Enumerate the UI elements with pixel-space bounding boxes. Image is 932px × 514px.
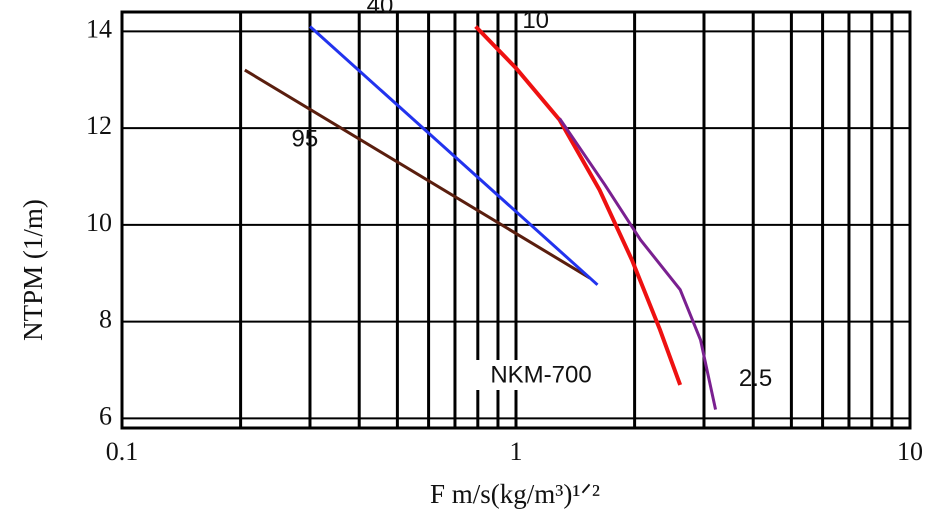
y-tick-label: 6 <box>99 401 112 430</box>
series-line <box>474 25 683 386</box>
x-axis-label: F m/s(kg/m³)¹ᐟ² <box>430 479 600 509</box>
y-tick-label: 14 <box>86 14 112 43</box>
series-label: 40 <box>367 0 394 19</box>
annotation-bg <box>474 360 608 390</box>
series-line <box>558 117 718 410</box>
series-label: 95 <box>291 125 318 152</box>
annotation: NKM-700 <box>490 361 591 388</box>
x-tick-label: 1 <box>510 437 523 466</box>
series-label: 2.5 <box>739 365 772 392</box>
x-tick-label: 0.1 <box>106 437 139 466</box>
plot-frame <box>120 10 912 430</box>
series-line <box>244 68 591 280</box>
series-line <box>308 25 599 286</box>
y-tick-label: 10 <box>86 208 112 237</box>
y-axis-label: NTPM (1/m) <box>18 199 48 341</box>
y-tick-label: 8 <box>99 305 112 334</box>
series-label: 10 <box>522 7 549 34</box>
x-tick-label: 10 <box>897 437 923 466</box>
y-tick-label: 12 <box>86 111 112 140</box>
